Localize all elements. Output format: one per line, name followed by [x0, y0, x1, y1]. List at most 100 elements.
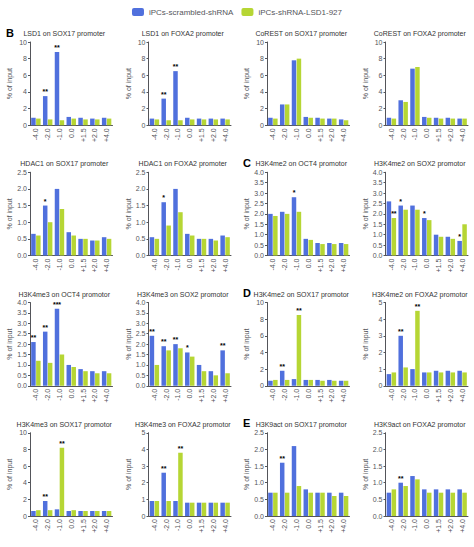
- svg-text:2.5: 2.5: [373, 200, 383, 207]
- svg-text:iPCs-scrambled-shRNA: iPCs-scrambled-shRNA: [149, 8, 234, 17]
- svg-text:0.0: 0.0: [68, 389, 75, 399]
- svg-text:6: 6: [260, 332, 264, 339]
- svg-text:0.5: 0.5: [17, 235, 27, 242]
- svg-text:+2.0: +2.0: [91, 389, 98, 403]
- svg-text:0.0: 0.0: [254, 252, 264, 259]
- svg-text:+1.5: +1.5: [198, 519, 205, 533]
- svg-text:2.0: 2.0: [17, 341, 27, 348]
- svg-text:1.5: 1.5: [254, 463, 264, 470]
- svg-text:**: **: [178, 445, 184, 452]
- svg-text:-2.0: -2.0: [400, 389, 407, 401]
- svg-text:**: **: [42, 88, 48, 95]
- svg-text:*: *: [399, 198, 402, 205]
- svg-text:-2.0: -2.0: [44, 128, 51, 140]
- svg-text:LSD1 on FOXA2 promoter: LSD1 on FOXA2 promoter: [142, 30, 225, 38]
- svg-text:3.5: 3.5: [373, 179, 383, 186]
- svg-text:4: 4: [23, 479, 27, 486]
- svg-text:-1.0: -1.0: [56, 258, 63, 270]
- svg-text:-4.0: -4.0: [388, 258, 395, 270]
- svg-text:5: 5: [142, 429, 146, 436]
- svg-text:2.0: 2.0: [136, 341, 146, 348]
- svg-text:2.5: 2.5: [136, 330, 146, 337]
- svg-text:+4.0: +4.0: [222, 389, 229, 403]
- svg-text:+2.0: +2.0: [91, 258, 98, 272]
- svg-text:0.5: 0.5: [373, 242, 383, 249]
- svg-text:H3K4me3 on SOX17 promotor: H3K4me3 on SOX17 promotor: [17, 421, 113, 429]
- svg-text:0.0: 0.0: [423, 519, 430, 529]
- svg-text:CoREST on FOXA2 promoter: CoREST on FOXA2 promoter: [374, 30, 467, 38]
- svg-text:% of input: % of input: [125, 68, 133, 99]
- svg-text:2.0: 2.0: [373, 446, 383, 453]
- svg-text:% of input: % of input: [362, 329, 370, 360]
- svg-text:+1.5: +1.5: [317, 519, 324, 533]
- svg-text:+1.5: +1.5: [435, 128, 442, 142]
- svg-text:**: **: [173, 63, 179, 70]
- svg-text:-2.0: -2.0: [44, 519, 51, 531]
- svg-text:**: **: [31, 334, 37, 341]
- svg-text:2.0: 2.0: [17, 185, 27, 192]
- svg-text:0.0: 0.0: [373, 252, 383, 259]
- svg-text:3.5: 3.5: [136, 309, 146, 316]
- svg-text:+1.5: +1.5: [198, 258, 205, 272]
- svg-text:6: 6: [142, 72, 146, 79]
- svg-text:2: 2: [260, 366, 264, 373]
- svg-text:0: 0: [379, 122, 383, 129]
- svg-text:*: *: [186, 344, 189, 351]
- svg-text:+4.0: +4.0: [340, 389, 347, 403]
- svg-text:% of input: % of input: [6, 68, 14, 99]
- svg-text:-4.0: -4.0: [269, 519, 276, 531]
- svg-text:**: **: [296, 307, 302, 314]
- svg-text:+1.5: +1.5: [317, 389, 324, 403]
- svg-text:**: **: [398, 475, 404, 482]
- svg-text:0.0: 0.0: [186, 519, 193, 529]
- svg-text:H3K4me2 on SOX17 promotor: H3K4me2 on SOX17 promotor: [254, 291, 350, 299]
- svg-text:0: 0: [260, 382, 264, 389]
- svg-text:% of input: % of input: [6, 198, 14, 229]
- svg-text:% of input: % of input: [362, 198, 370, 229]
- svg-text:+2.0: +2.0: [447, 128, 454, 142]
- svg-text:1.0: 1.0: [17, 361, 27, 368]
- svg-text:1.0: 1.0: [136, 219, 146, 226]
- svg-text:+2.0: +2.0: [210, 128, 217, 142]
- svg-text:+4.0: +4.0: [222, 258, 229, 272]
- svg-text:+2.0: +2.0: [91, 128, 98, 142]
- svg-text:1.0: 1.0: [254, 479, 264, 486]
- svg-text:C: C: [243, 157, 251, 169]
- svg-text:H3K4me2 on OCT4 promotor: H3K4me2 on OCT4 promotor: [256, 160, 348, 168]
- svg-text:1.5: 1.5: [17, 351, 27, 358]
- svg-text:10: 10: [256, 39, 264, 46]
- svg-text:+2.0: +2.0: [447, 519, 454, 533]
- svg-text:iPCs-shRNA-LSD1-927: iPCs-shRNA-LSD1-927: [258, 8, 342, 17]
- svg-text:2.0: 2.0: [136, 185, 146, 192]
- svg-text:**: **: [59, 440, 65, 447]
- svg-text:3.0: 3.0: [136, 320, 146, 327]
- svg-text:0.0: 0.0: [17, 252, 27, 259]
- svg-text:0.0: 0.0: [305, 389, 312, 399]
- svg-text:8: 8: [23, 55, 27, 62]
- svg-text:3.0: 3.0: [254, 190, 264, 197]
- svg-text:0.0: 0.0: [305, 519, 312, 529]
- svg-text:2.5: 2.5: [17, 330, 27, 337]
- svg-text:0: 0: [142, 513, 146, 520]
- svg-text:2.5: 2.5: [136, 169, 146, 176]
- svg-text:+1.5: +1.5: [80, 128, 87, 142]
- svg-text:-2.0: -2.0: [163, 258, 170, 270]
- svg-text:2.5: 2.5: [373, 429, 383, 436]
- svg-text:*: *: [423, 210, 426, 217]
- svg-text:2.0: 2.0: [373, 210, 383, 217]
- svg-text:0.5: 0.5: [136, 235, 146, 242]
- svg-text:1.0: 1.0: [373, 231, 383, 238]
- svg-text:1.5: 1.5: [373, 221, 383, 228]
- svg-text:**: **: [149, 328, 155, 335]
- svg-text:4.0: 4.0: [373, 169, 383, 176]
- svg-text:-2.0: -2.0: [400, 258, 407, 270]
- svg-text:-2.0: -2.0: [281, 128, 288, 140]
- svg-text:+4.0: +4.0: [459, 519, 466, 533]
- svg-text:-2.0: -2.0: [400, 128, 407, 140]
- svg-text:-1.0: -1.0: [411, 128, 418, 140]
- svg-text:4: 4: [142, 88, 146, 95]
- svg-text:+2.0: +2.0: [328, 128, 335, 142]
- svg-text:-4.0: -4.0: [269, 389, 276, 401]
- svg-text:-2.0: -2.0: [281, 258, 288, 270]
- svg-text:+1.5: +1.5: [435, 258, 442, 272]
